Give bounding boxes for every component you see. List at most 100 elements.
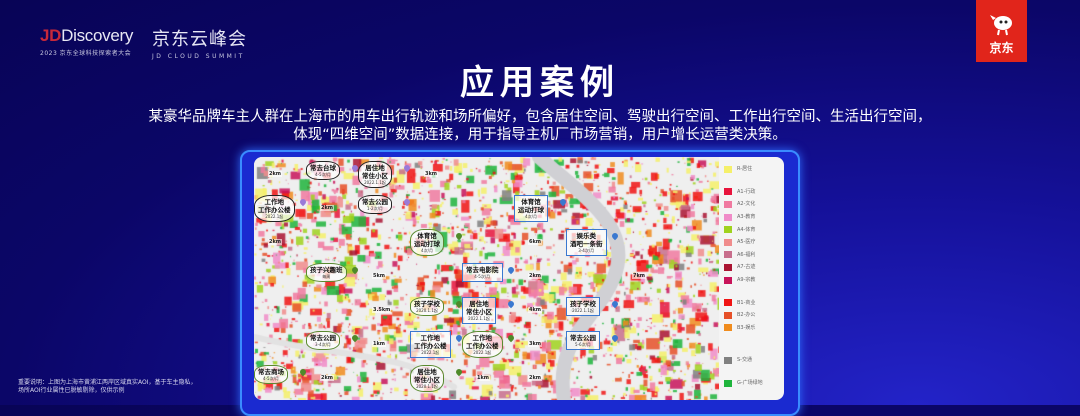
legend-label: S-交通 (737, 357, 752, 364)
callout-sub: 5-6次/月 (575, 342, 591, 347)
callout-sub: 每周 (322, 274, 331, 279)
description: 某豪华品牌车主人群在上海市的用车出行轨迹和场所偏好，包含居住空间、驾驶出行空间、… (0, 108, 1080, 144)
callout-sub: 4次/月 (421, 248, 433, 253)
callout-sub: 2020.1.1起 (416, 308, 438, 313)
legend-swatch (724, 276, 732, 284)
legend-item: A4-体育 (724, 223, 784, 236)
callout-title: 常去公园 (570, 334, 596, 342)
legend-label: A7-古迹 (737, 264, 756, 271)
legend-item: A1-行政 (724, 186, 784, 199)
legend-gap (724, 286, 784, 296)
callout-title: 体育馆 运动打球 (518, 198, 544, 214)
callout-sub: 2022.1.1起 (572, 308, 594, 313)
badge-text: 京东 (989, 41, 1014, 55)
legend-item: B1-商业 (724, 296, 784, 309)
callout-title: 工作地 工作办公楼 (466, 334, 499, 350)
legend-label: A3-教育 (737, 214, 756, 221)
distance-label: 2km (268, 239, 283, 245)
legend-item: A5-医疗 (724, 236, 784, 249)
jd-dog-mascot-icon (989, 15, 1012, 36)
callout-title: 孩子学校 (414, 300, 440, 308)
callout-title: 常去台球 (310, 164, 336, 172)
callout-sub: 3-4次/月 (315, 342, 331, 347)
jd-discovery-logo: JDDiscovery 2023 京东全球科技探索者大会 (40, 26, 133, 57)
callout-title: 常去公园 (362, 198, 388, 206)
callout-title: 工作地 工作办公楼 (258, 198, 291, 214)
legend-swatch (724, 200, 732, 208)
callout-title: 孩子学校 (570, 300, 596, 308)
map-callout: 居住地 常住小区 2022.1.1起 (462, 297, 496, 324)
map-callout: 常去电影院 4-5次/月 (462, 263, 503, 282)
legend-swatch (724, 251, 732, 259)
map-callout: 常去台球 4-5次/月 (306, 161, 340, 180)
description-line: 某豪华品牌车主人群在上海市的用车出行轨迹和场所偏好，包含居住空间、驾驶出行空间、… (148, 109, 932, 125)
callout-title: 常去电影院 (466, 266, 499, 274)
distance-label: 6km (528, 239, 543, 245)
callout-sub: 2022.1起 (265, 214, 284, 219)
legend-swatch (724, 263, 732, 271)
callout-sub: 4-5次/月 (315, 172, 331, 177)
callout-title: 常去商场 (258, 368, 284, 376)
distance-label: 2km (320, 375, 335, 381)
legend-item: A9-宗教 (724, 274, 784, 287)
map-callout: 工作地 工作办公楼 2022.1起 (254, 195, 295, 222)
distance-label: 5km (372, 273, 387, 279)
legend-gap (724, 344, 784, 354)
map-panel: 常去台球 4-5次/月 居住地 常住小区 2022.1.1起 工作地 工作办公楼 2022… (254, 157, 784, 400)
callout-sub: 2020.1.1起 (416, 384, 438, 389)
callout-title: 孩子兴趣班 (310, 266, 343, 274)
legend-item: G-广场绿地 (724, 377, 784, 390)
distance-label: 3.5km (372, 307, 392, 313)
callout-title: 居住地 常住小区 (362, 164, 388, 180)
legend-item: B2-办公 (724, 309, 784, 322)
callout-sub: 2022.1.1起 (364, 180, 386, 185)
distance-label: 2km (268, 171, 283, 177)
legend-gap (724, 176, 784, 186)
callout-title: 娱乐类 酒吧一条街 (570, 232, 603, 248)
callout-title: 居住地 常住小区 (466, 300, 492, 316)
jd-badge: 京东 (976, 0, 1027, 62)
legend-label: B2-办公 (737, 312, 756, 319)
distance-label: 1km (372, 341, 387, 347)
legend-label: A6-福利 (737, 251, 756, 258)
legend-swatch (724, 226, 732, 234)
legend-gap (724, 334, 784, 344)
map-legend: R-居住 A1-行政 A2-文化 A3-教育 A4-体育 A5-医疗 A6-福利 A7-古迹 A… (724, 163, 784, 389)
legend-label: R-居住 (737, 166, 753, 173)
legend-swatch (724, 379, 732, 387)
legend-swatch (724, 299, 732, 307)
callout-sub: 2022.1.1起 (468, 316, 490, 321)
callout-title: 常去公园 (310, 334, 336, 342)
logo-jd: JD (40, 26, 62, 45)
map-callout: 常去商场 4-5次/月 (254, 365, 288, 384)
footnote-line: 重要说明：上图为上海市黄浦江两岸区域真实AOI，基于车主隐私， (18, 379, 197, 386)
map-callout: 娱乐类 酒吧一条街 3-4次/月 (566, 229, 607, 256)
footnote-line: 场所AOI行业属性已脱敏剔除，仅供示例 (18, 387, 125, 394)
callout-sub: 4次/月 (525, 214, 537, 219)
map-callout: 工作地 工作办公楼 2022.1起 (462, 331, 503, 358)
legend-label: A4-体育 (737, 226, 756, 233)
legend-swatch (724, 356, 732, 364)
distance-label: 2km (528, 375, 543, 381)
legend-swatch (724, 311, 732, 319)
map-callout: 常去公园 5-6次/月 (566, 331, 600, 350)
description-line: 体现“四维空间”数据连接，用于指导主机厂市场营销，用户增长运营类决策。 (293, 127, 787, 143)
callout-sub: 1-2次/月 (367, 206, 383, 211)
legend-item: A6-福利 (724, 249, 784, 262)
legend-item: S-交通 (724, 354, 784, 367)
legend-swatch (724, 324, 732, 332)
page-title: 应用案例 (460, 63, 620, 103)
callout-title: 工作地 工作办公楼 (414, 334, 447, 350)
distance-label: 3km (528, 341, 543, 347)
logo-subtitle: 2023 京东全球科技探索者大会 (40, 50, 132, 57)
summit-en: JD CLOUD SUMMIT (152, 53, 245, 60)
legend-label: B1-商业 (737, 299, 756, 306)
legend-label: G-广场绿地 (737, 380, 763, 387)
distance-label: 3km (424, 171, 439, 177)
legend-item: B3-娱乐 (724, 322, 784, 335)
map-callout: 居住地 常住小区 2022.1.1起 (358, 161, 392, 188)
jd-cloud-summit-logo: 京东云峰会 JD CLOUD SUMMIT (152, 25, 247, 60)
distance-label: 7km (632, 273, 647, 279)
legend-item: A7-古迹 (724, 261, 784, 274)
summit-cn: 京东云峰会 (152, 29, 247, 50)
